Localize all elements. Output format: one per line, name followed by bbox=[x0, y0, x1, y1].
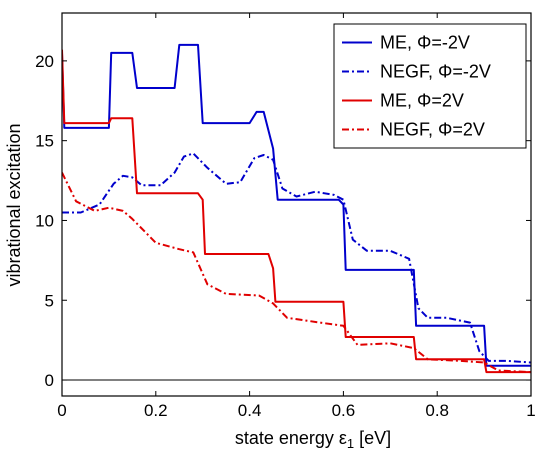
x-axis-label: state energy ε1 [eV] bbox=[235, 428, 391, 451]
x-axis-label-subscript: 1 bbox=[347, 436, 354, 451]
series-line-1 bbox=[62, 152, 531, 364]
x-tick-label-4: 0.8 bbox=[425, 401, 449, 420]
y-tick-label-1: 5 bbox=[45, 291, 54, 310]
legend-box bbox=[333, 23, 527, 149]
y-axis-label: vibrational excitation bbox=[4, 123, 24, 286]
legend-label-3: NEGF, Φ=2V bbox=[380, 120, 485, 140]
x-tick-label-0: 0 bbox=[57, 401, 66, 420]
series-layer bbox=[62, 43, 531, 374]
y-tick-label-4: 20 bbox=[35, 52, 54, 71]
x-axis-label-main: state energy ε bbox=[235, 428, 347, 448]
y-tick-label-0: 0 bbox=[45, 371, 54, 390]
legend-label-2: ME, Φ=2V bbox=[380, 91, 464, 111]
x-axis-label-unit: [eV] bbox=[354, 428, 391, 448]
y-tick-label-3: 15 bbox=[35, 132, 54, 151]
y-tick-label-2: 10 bbox=[35, 211, 54, 230]
x-tick-label-3: 0.6 bbox=[332, 401, 356, 420]
plot-frame bbox=[61, 12, 532, 397]
legend-label-0: ME, Φ=-2V bbox=[380, 33, 470, 53]
x-tick-label-2: 0.4 bbox=[238, 401, 262, 420]
legend: ME, Φ=-2V NEGF, Φ=-2V ME, Φ=2V NEGF, Φ=2V bbox=[333, 23, 527, 149]
series-line-2 bbox=[62, 49, 531, 374]
series-line-3 bbox=[62, 172, 531, 374]
legend-label-1: NEGF, Φ=-2V bbox=[380, 62, 491, 82]
x-tick-label-1: 0.2 bbox=[144, 401, 168, 420]
x-tick-label-5: 1 bbox=[526, 401, 535, 420]
